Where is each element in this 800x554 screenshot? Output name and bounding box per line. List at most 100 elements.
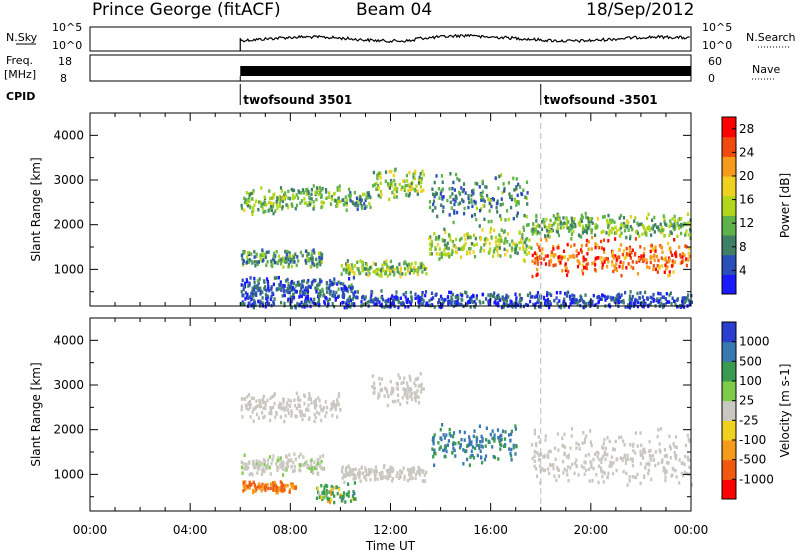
scatter-cell	[642, 259, 645, 264]
scatter-cell	[331, 413, 334, 418]
scatter-cell	[339, 281, 342, 286]
scatter-cell	[652, 297, 655, 302]
scatter-cell	[674, 456, 678, 461]
scatter-cell	[561, 222, 564, 226]
scatter-cell	[673, 214, 676, 219]
scatter-cell	[566, 473, 569, 477]
scatter-cell	[592, 457, 595, 462]
scatter-cell	[290, 187, 293, 192]
scatter-cell	[536, 267, 539, 272]
scatter-cell	[382, 475, 385, 479]
scatter-cell	[305, 459, 308, 464]
scatter-cell	[281, 199, 285, 204]
scatter-cell	[636, 291, 639, 296]
scatter-cell	[529, 299, 532, 304]
scatter-cell	[310, 281, 313, 285]
scatter-cell	[282, 258, 285, 262]
scatter-cell	[667, 273, 670, 278]
scatter-cell	[301, 188, 305, 192]
scatter-cell	[333, 192, 336, 196]
scatter-cell	[359, 259, 362, 263]
scatter-cell	[567, 456, 570, 460]
scatter-cell	[264, 202, 267, 206]
scatter-cell	[609, 460, 612, 465]
scatter-cell	[593, 268, 597, 272]
scatter-cell	[607, 471, 610, 476]
scatter-cell	[379, 189, 382, 194]
scatter-cell	[575, 458, 578, 462]
scatter-cell	[685, 257, 688, 261]
scatter-cell	[283, 259, 286, 264]
scatter-cell	[391, 479, 394, 483]
scatter-cell	[428, 242, 432, 246]
scatter-cell	[393, 273, 396, 277]
scatter-cell	[265, 250, 268, 255]
scatter-cell	[252, 407, 255, 411]
scatter-cell	[267, 284, 270, 289]
scatter-cell	[274, 209, 277, 213]
scatter-cell	[425, 470, 428, 475]
scatter-cell	[574, 298, 577, 302]
scatter-cell	[483, 457, 487, 462]
scatter-cell	[278, 259, 281, 263]
scatter-cell	[272, 251, 276, 256]
scatter-cell	[536, 291, 540, 295]
scatter-cell	[602, 446, 605, 450]
scatter-cell	[468, 296, 472, 301]
scatter-cell	[277, 287, 280, 291]
scatter-cell	[358, 475, 361, 480]
scatter-cell	[469, 235, 472, 240]
scatter-cell	[294, 206, 297, 211]
scatter-cell	[594, 233, 597, 237]
scatter-cell	[322, 201, 325, 205]
scatter-cell	[420, 295, 423, 300]
scatter-cell	[428, 200, 432, 204]
scatter-cell	[410, 471, 413, 475]
scatter-cell	[384, 271, 388, 275]
scatter-cell	[428, 205, 432, 210]
scatter-cell	[454, 195, 457, 199]
scatter-cell	[523, 213, 526, 218]
scatter-cell	[636, 272, 640, 276]
scatter-cell	[662, 465, 665, 470]
scatter-cell	[314, 191, 317, 195]
scatter-cell	[253, 276, 256, 281]
scatter-cell	[293, 398, 296, 402]
scatter-cell	[244, 297, 247, 301]
scatter-cell	[394, 186, 397, 191]
scatter-cell	[270, 259, 273, 263]
scatter-cell	[262, 458, 265, 462]
scatter-cell	[347, 494, 350, 498]
scatter-cell	[441, 187, 444, 192]
scatter-cell	[396, 269, 399, 274]
scatter-cell	[370, 299, 373, 304]
scatter-cell	[360, 300, 363, 304]
scatter-cell	[262, 400, 265, 405]
scatter-cell	[397, 399, 400, 403]
scatter-cell	[289, 256, 292, 261]
scatter-cell	[254, 406, 257, 411]
scatter-cell	[245, 260, 248, 264]
scatter-cell	[299, 468, 302, 473]
scatter-cell	[483, 237, 486, 242]
scatter-cell	[556, 222, 560, 227]
scatter-cell	[557, 448, 560, 452]
scatter-cell	[327, 497, 330, 501]
scatter-cell	[275, 462, 278, 466]
scatter-cell	[513, 301, 516, 305]
scatter-cell	[485, 297, 488, 301]
scatter-cell	[274, 483, 277, 488]
scatter-cell	[606, 475, 609, 480]
scatter-cell	[522, 228, 526, 232]
scatter-cell	[585, 215, 588, 219]
scatter-cell	[618, 300, 621, 304]
scatter-cell	[471, 445, 474, 449]
x-axis-label: Time UT	[365, 539, 416, 553]
scatter-cell	[365, 478, 368, 482]
scatter-cell	[272, 454, 275, 458]
scatter-cell	[523, 259, 526, 263]
scatter-cell	[275, 485, 279, 490]
scatter-cell	[520, 191, 523, 196]
freq-label: Freq.	[6, 54, 33, 67]
scatter-cell	[531, 295, 534, 299]
